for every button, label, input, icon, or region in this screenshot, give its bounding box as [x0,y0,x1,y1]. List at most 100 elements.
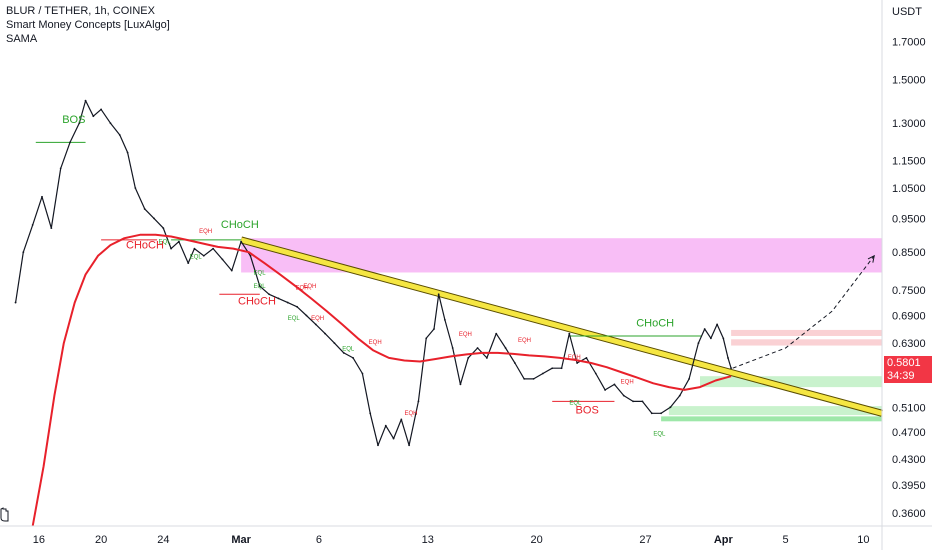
price-point-76 [678,394,681,397]
price-point-75 [669,406,672,409]
trendline [240,237,883,416]
structure-label-0: BOS [62,114,85,126]
price-point-29 [268,293,271,296]
price-point-53 [467,357,470,359]
y-tick-label: 0.7500 [892,285,926,297]
price-point-55 [485,357,488,359]
x-tick-label: 6 [316,534,322,546]
x-tick-label: 13 [422,534,434,546]
price-point-30 [277,297,280,300]
symbol-title[interactable]: BLUR / TETHER, 1h, COINEX [6,5,155,17]
x-tick-label: Mar [231,534,251,546]
price-point-22 [202,254,205,257]
chart-legend: BLUR / TETHER, 1h, COINEX Smart Money Co… [6,4,170,46]
y-tick-label: 1.0500 [892,183,926,195]
y-tick-label: 1.3000 [892,118,926,130]
price-point-71 [632,400,635,403]
price-point-41 [377,444,379,447]
price-point-40 [369,412,372,415]
eq-label-17: EQL [653,431,666,437]
eq-label-15: EQL [569,400,582,406]
price-point-58 [513,362,516,364]
y-tick-label: 1.7000 [892,37,926,49]
y-tick-label: 1.1500 [892,155,926,167]
price-point-7 [78,122,81,125]
price-point-38 [352,357,355,359]
price-point-79 [703,328,706,330]
price-point-59 [523,377,526,380]
price-point-0 [14,301,17,304]
indicator-smc-label[interactable]: Smart Money Concepts [LuxAlgo] [6,19,170,31]
price-point-50 [443,319,446,321]
x-tick-label: 27 [639,534,651,546]
price-point-81 [716,323,719,326]
y-tick-label: 0.9500 [892,213,926,225]
price-point-10 [100,108,103,111]
price-point-8 [84,99,87,102]
price-point-66 [585,357,588,359]
price-point-61 [541,372,544,375]
price-point-46 [417,400,420,403]
price-point-16 [153,217,155,220]
eq-label-8: EQH [311,316,324,322]
structure-label-1: CHoCH [126,240,164,252]
price-point-68 [604,389,607,391]
price-point-54 [476,347,479,349]
price-point-45 [408,444,411,447]
price-point-83 [727,357,729,359]
eq-label-10: EQH [369,340,382,346]
projection-arrowhead [867,254,875,263]
price-point-51 [451,347,454,349]
price-point-14 [134,187,137,189]
price-point-37 [342,352,345,354]
price-point-72 [641,400,644,403]
price-point-6 [69,141,71,144]
price-point-31 [286,301,289,304]
y-axis[interactable]: USDT 1.7000 1.5000 1.3000 1.1500 1.0500 0.9500… [881,0,926,550]
price-point-82 [722,337,725,340]
x-tick-label: 5 [782,534,788,546]
price-point-5 [59,167,62,170]
y-tick-label: 0.5100 [892,402,926,414]
price-point-48 [433,328,435,330]
x-tick-label: Apr [714,534,734,546]
price-point-35 [324,332,327,335]
price-point-9 [92,115,95,118]
x-tick-label: 20 [531,534,543,546]
zone-box-1 [731,329,882,336]
zone-box-4 [668,406,882,416]
eq-label-12: EQH [459,332,472,338]
eq-label-7: EQL [288,316,301,322]
price-point-13 [126,151,129,154]
price-point-60 [532,377,535,380]
plot-area[interactable]: BOS CHoCH CHoCH CHoCH CHoCH BOS EQH EQL EQL EQL EQ… [14,99,883,527]
indicator-sama-label[interactable]: SAMA [6,33,38,45]
price-point-28 [258,285,261,288]
y-tick-label: 0.8500 [892,247,926,259]
structure-label-4: CHoCH [636,318,674,330]
x-tick-label: 20 [95,534,107,546]
eq-label-6: EQH [303,284,316,290]
price-point-20 [187,262,190,264]
price-point-65 [576,362,579,364]
price-point-80 [709,337,712,340]
price-point-77 [688,377,691,380]
x-axis[interactable]: 16 20 24 Mar 6 13 20 27 Apr 5 10 [0,525,932,546]
price-point-24 [221,258,224,261]
eq-label-13: EQH [518,338,531,344]
structure-label-3: CHoCH [238,296,276,308]
structure-label-5: BOS [576,404,599,416]
price-point-62 [551,367,554,370]
last-price-tag: 0.5801 [884,356,932,370]
price-point-84 [730,367,733,370]
price-point-74 [660,412,663,415]
price-point-17 [162,227,165,230]
eq-label-5: EQH [296,285,309,291]
price-point-63 [560,367,563,370]
eq-label-14: EQH [568,355,581,361]
hand-tool-icon[interactable] [0,506,10,522]
price-point-33 [305,314,308,317]
price-point-12 [118,134,121,136]
bar-countdown-tag: 34:39 [884,369,932,383]
